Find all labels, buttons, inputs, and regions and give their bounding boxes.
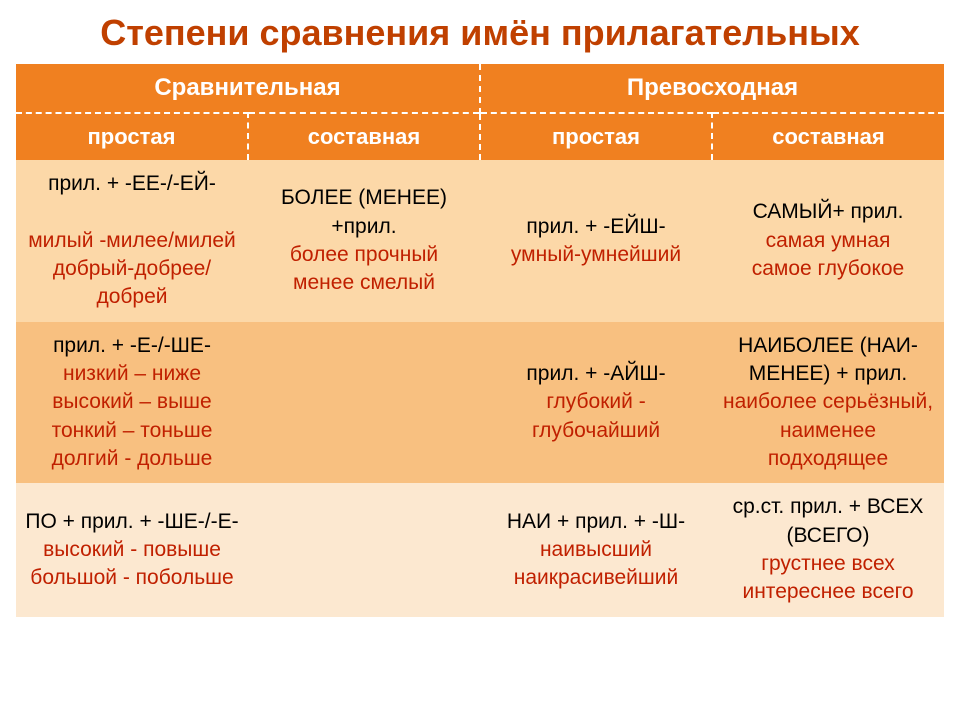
header-row-groups: Сравнительная Превосходная <box>16 64 944 113</box>
cell-example-text: добрый-добрее/добрей <box>22 255 242 312</box>
table-cell: НАИ + прил. + -Ш-наивысшийнаикрасивейший <box>480 483 712 616</box>
table-row: ПО + прил. + -ШЕ-/-Е-высокий - повышебол… <box>16 483 944 616</box>
cell-rule-text: прил. + -Е-/-ШЕ- <box>22 332 242 360</box>
table-cell: НАИБОЛЕЕ (НАИ-МЕНЕЕ) + прил.наиболее сер… <box>712 322 944 484</box>
header-sub-3: простая <box>480 113 712 160</box>
cell-example-text: наиболее серьёзный, <box>718 388 938 416</box>
header-sub-2: составная <box>248 113 480 160</box>
table-row: прил. + -ЕЕ-/-ЕЙ- милый -милее/милейдобр… <box>16 160 944 322</box>
cell-example-text: высокий - повыше <box>22 536 242 564</box>
cell-rule-text: БОЛЕЕ (МЕНЕЕ) +прил. <box>254 184 474 241</box>
table-cell: прил. + -ЕЕ-/-ЕЙ- милый -милее/милейдобр… <box>16 160 248 322</box>
slide: Степени сравнения имён прилагательных Ср… <box>0 0 960 720</box>
cell-example-text: менее смелый <box>254 269 474 297</box>
cell-rule-text: прил. + -ЕЙШ- <box>486 213 706 241</box>
cell-example-text: тонкий – тоньше <box>22 417 242 445</box>
header-row-sub: простая составная простая составная <box>16 113 944 160</box>
page-title: Степени сравнения имён прилагательных <box>16 12 944 54</box>
cell-example-text: наивысший <box>486 536 706 564</box>
cell-spacer <box>22 198 242 226</box>
header-sub-4: составная <box>712 113 944 160</box>
table-cell: прил. + -Е-/-ШЕ-низкий – нижевысокий – в… <box>16 322 248 484</box>
cell-example-text: милый -милее/милей <box>22 227 242 255</box>
cell-rule-text: САМЫЙ+ прил. <box>718 198 938 226</box>
cell-rule-text: ср.ст. прил. + ВСЕХ (ВСЕГО) <box>718 493 938 550</box>
table-cell: прил. + -АЙШ-глубокий -глубочайший <box>480 322 712 484</box>
cell-example-text: наикрасивейший <box>486 564 706 592</box>
table-cell <box>248 483 480 616</box>
cell-example-text: низкий – ниже <box>22 360 242 388</box>
cell-rule-text: НАИ + прил. + -Ш- <box>486 508 706 536</box>
cell-example-text: самая умная <box>718 227 938 255</box>
table-cell <box>248 322 480 484</box>
cell-example-text: большой - побольше <box>22 564 242 592</box>
header-sub-1: простая <box>16 113 248 160</box>
cell-rule-text: прил. + -АЙШ- <box>486 360 706 388</box>
table-cell: САМЫЙ+ прил.самая умнаясамое глубокое <box>712 160 944 322</box>
cell-rule-text: прил. + -ЕЕ-/-ЕЙ- <box>22 170 242 198</box>
table-cell: БОЛЕЕ (МЕНЕЕ) +прил.более прочныйменее с… <box>248 160 480 322</box>
table-cell: ср.ст. прил. + ВСЕХ (ВСЕГО)грустнее всех… <box>712 483 944 616</box>
cell-example-text: глубочайший <box>486 417 706 445</box>
header-group-superlative: Превосходная <box>480 64 944 113</box>
table-row: прил. + -Е-/-ШЕ-низкий – нижевысокий – в… <box>16 322 944 484</box>
cell-example-text: интереснее всего <box>718 578 938 606</box>
cell-example-text: глубокий - <box>486 388 706 416</box>
cell-rule-text: НАИБОЛЕЕ (НАИ-МЕНЕЕ) + прил. <box>718 332 938 389</box>
table-body: прил. + -ЕЕ-/-ЕЙ- милый -милее/милейдобр… <box>16 160 944 617</box>
cell-example-text: более прочный <box>254 241 474 269</box>
comparison-table: Сравнительная Превосходная простая соста… <box>16 64 944 617</box>
cell-example-text: высокий – выше <box>22 388 242 416</box>
header-group-comparative: Сравнительная <box>16 64 480 113</box>
cell-example-text: долгий - дольше <box>22 445 242 473</box>
cell-example-text: наименее подходящее <box>718 417 938 474</box>
table-cell: прил. + -ЕЙШ-умный-умнейший <box>480 160 712 322</box>
table-cell: ПО + прил. + -ШЕ-/-Е-высокий - повышебол… <box>16 483 248 616</box>
cell-rule-text: ПО + прил. + -ШЕ-/-Е- <box>22 508 242 536</box>
cell-example-text: грустнее всех <box>718 550 938 578</box>
cell-example-text: умный-умнейший <box>486 241 706 269</box>
table-header: Сравнительная Превосходная простая соста… <box>16 64 944 160</box>
cell-example-text: самое глубокое <box>718 255 938 283</box>
